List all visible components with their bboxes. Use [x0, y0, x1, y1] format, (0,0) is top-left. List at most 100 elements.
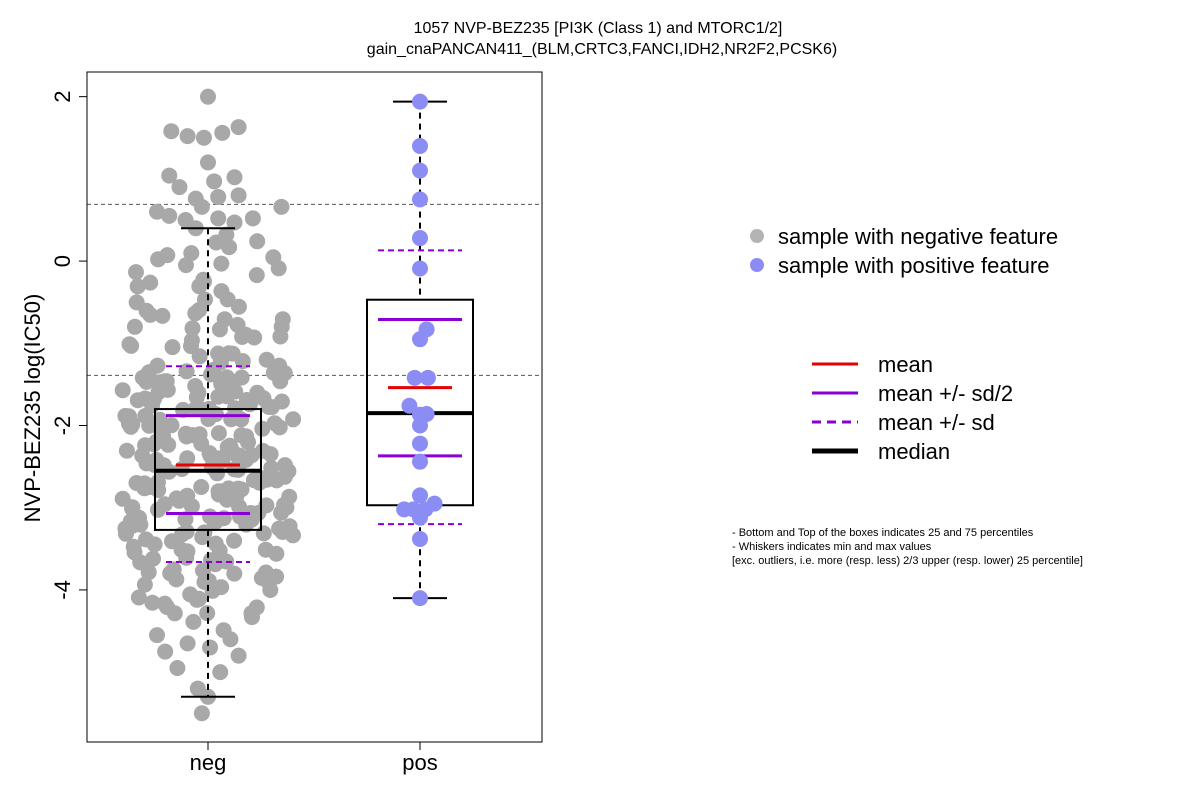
- neg-sample-point: [130, 589, 147, 606]
- note-line: [exc. outliers, i.e. more (resp. less) 2…: [732, 555, 1083, 567]
- neg-sample-point: [169, 660, 186, 677]
- neg-sample-point: [179, 635, 196, 652]
- pos-sample-point: [401, 397, 418, 414]
- neg-sample-point: [254, 420, 271, 437]
- neg-sample-point: [230, 187, 247, 204]
- pos-sample-point: [412, 191, 428, 208]
- neg-sample-point: [248, 267, 265, 284]
- neg-sample-point: [191, 278, 208, 295]
- neg-sample-point: [129, 278, 146, 295]
- neg-sample-point: [230, 298, 247, 315]
- neg-sample-point: [161, 167, 178, 184]
- y-axis-label: NVP-BEZ235 log(IC50): [20, 294, 45, 523]
- axes: 2 0 -2 -4 neg pos: [50, 91, 438, 775]
- neg-sample-point: [211, 321, 228, 338]
- pos-sample-point: [412, 453, 428, 470]
- neg-sample-point: [233, 411, 250, 428]
- neg-sample-point: [189, 680, 206, 697]
- neg-sample-point: [210, 188, 227, 205]
- neg-sample-point: [210, 388, 227, 405]
- neg-sample-point: [199, 605, 216, 622]
- neg-sample-point: [149, 627, 165, 644]
- pos-sample-point: [412, 137, 428, 154]
- neg-sample-points: [114, 88, 302, 722]
- pos-sample-point: [412, 162, 428, 179]
- neg-sample-point: [255, 525, 272, 542]
- neg-sample-point: [272, 328, 289, 345]
- neg-sample-point: [191, 348, 208, 365]
- neg-sample-point: [185, 613, 202, 630]
- pos-sample-point: [412, 590, 428, 607]
- neg-sample-point: [178, 549, 195, 566]
- neg-sample-point: [270, 260, 287, 277]
- neg-sample-point: [273, 198, 290, 215]
- y-tick-label: -2: [50, 416, 75, 436]
- neg-sample-point: [149, 203, 165, 220]
- neg-sample-point: [200, 88, 216, 105]
- y-tick-label: 2: [50, 91, 75, 103]
- neg-sample-point: [207, 406, 224, 423]
- pos-sample-point: [412, 487, 428, 504]
- neg-sample-point: [272, 373, 289, 390]
- neg-sample-point: [156, 496, 173, 513]
- neg-sample-point: [212, 664, 229, 681]
- neg-sample-point: [187, 305, 204, 322]
- x-tick-label: neg: [190, 750, 227, 775]
- neg-sample-point: [160, 436, 177, 453]
- neg-sample-point: [207, 513, 224, 530]
- neg-sample-point: [123, 337, 140, 354]
- neg-sample-point: [168, 571, 185, 588]
- pos-sample-point: [412, 331, 428, 348]
- neg-sample-point: [126, 318, 143, 335]
- neg-sample-point: [179, 128, 196, 145]
- neg-sample-point: [222, 631, 239, 648]
- neg-sample-point: [145, 550, 161, 567]
- neg-sample-point: [141, 417, 158, 434]
- neg-sample-point: [210, 486, 227, 503]
- legend-line-label: median: [878, 439, 950, 464]
- neg-sample-point: [213, 579, 230, 596]
- neg-sample-point: [157, 643, 174, 660]
- neg-sample-point: [203, 366, 219, 383]
- chart-title: 1057 NVP-BEZ235 [PI3K (Class 1) and MTOR…: [414, 20, 783, 37]
- neg-sample-point: [210, 425, 227, 442]
- legend-sample-marker: [750, 258, 764, 272]
- neg-sample-point: [193, 705, 210, 722]
- neg-sample-point: [128, 264, 144, 281]
- neg-sample-point: [142, 274, 159, 291]
- legend-sample-marker: [750, 229, 764, 243]
- neg-sample-point: [138, 531, 154, 548]
- pos-sample-point: [412, 230, 428, 247]
- legend-sample-label: sample with positive feature: [778, 253, 1049, 278]
- pos-sample-point: [412, 93, 428, 110]
- neg-sample-point: [207, 556, 224, 573]
- neg-sample-point: [221, 239, 238, 256]
- neg-sample-point: [118, 442, 135, 459]
- neg-sample-point: [144, 594, 161, 611]
- neg-sample-point: [274, 524, 291, 540]
- pos-sample-points: [396, 93, 443, 607]
- neg-sample-point: [219, 291, 236, 308]
- pos-sample-point: [412, 260, 428, 277]
- chart-subtitle: gain_cnaPANCAN411_(BLM,CRTC3,FANCI,IDH2,…: [367, 41, 837, 58]
- neg-sample-point: [196, 524, 213, 541]
- pos-sample-point: [419, 369, 436, 386]
- plot-area: [87, 88, 542, 722]
- neg-sample-point: [114, 382, 131, 399]
- note-line: - Whiskers indicates min and max values: [732, 541, 932, 553]
- neg-sample-point: [209, 465, 226, 482]
- neg-sample-point: [234, 328, 251, 345]
- neg-sample-point: [166, 605, 183, 622]
- neg-sample-point: [163, 123, 180, 140]
- neg-sample-point: [244, 210, 261, 227]
- neg-sample-point: [276, 468, 293, 485]
- neg-sample-point: [206, 173, 223, 190]
- neg-sample-point: [258, 351, 275, 368]
- neg-sample-point: [234, 353, 251, 370]
- neg-sample-point: [156, 595, 173, 612]
- legend-line-label: mean +/- sd/2: [878, 381, 1013, 406]
- legend: sample with negative feature sample with …: [750, 224, 1058, 464]
- neg-sample-point: [238, 516, 255, 533]
- neg-sample-point: [226, 565, 243, 582]
